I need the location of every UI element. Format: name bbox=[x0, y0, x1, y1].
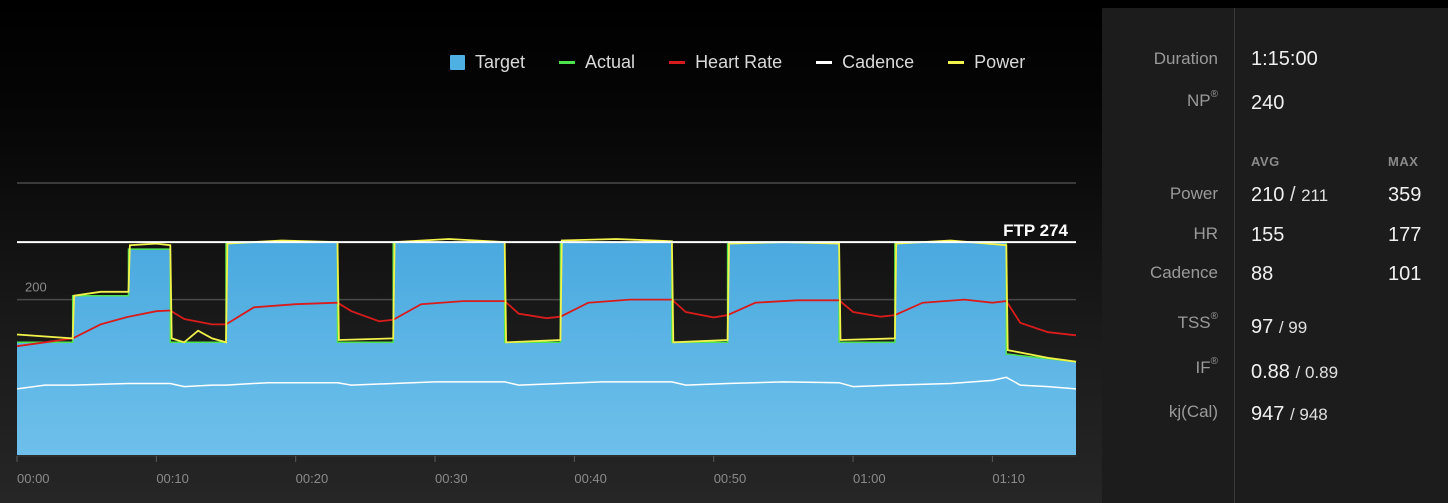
x-tick-label: 00:50 bbox=[714, 471, 747, 486]
np-label-text: NP bbox=[1187, 91, 1211, 110]
avg-column-header: AVG bbox=[1251, 154, 1280, 169]
max-column-header: MAX bbox=[1388, 154, 1419, 169]
if-value: 0.88 / 0.89 bbox=[1251, 361, 1338, 384]
legend-label-heart-rate: Heart Rate bbox=[695, 52, 783, 72]
kj-value: 947 / 948 bbox=[1251, 403, 1328, 426]
cadence-max: 101 bbox=[1388, 263, 1422, 285]
y-tick-label: 200 bbox=[25, 280, 47, 295]
heart-rate-line bbox=[16, 298, 1077, 348]
if-value-secondary: / 0.89 bbox=[1295, 363, 1339, 382]
heart-rate-swatch-icon bbox=[669, 61, 686, 64]
if-value-main: 0.88 bbox=[1251, 361, 1290, 383]
kj-value-main: 947 bbox=[1251, 403, 1285, 425]
x-tick-label: 00:10 bbox=[156, 471, 189, 486]
tss-label-text: TSS bbox=[1177, 313, 1211, 332]
workout-chart-panel: 200 FTP 274 00:00 00:10 00:20 00:30 00:40 00:50… bbox=[16, 52, 1077, 486]
legend-item-target[interactable]: Target bbox=[450, 52, 525, 73]
chart-legend: Target Actual Heart Rate Cadence Power bbox=[450, 52, 1025, 73]
duration-value: 1:15:00 bbox=[1251, 48, 1318, 70]
np-label: NP® bbox=[1187, 89, 1218, 111]
cadence-avg: 88 bbox=[1251, 263, 1274, 285]
legend-label-target: Target bbox=[475, 52, 526, 72]
legend-item-cadence[interactable]: Cadence bbox=[816, 52, 914, 73]
legend-label-cadence: Cadence bbox=[842, 52, 915, 72]
if-label: IF® bbox=[1195, 356, 1218, 378]
hr-avg: 155 bbox=[1251, 224, 1285, 246]
target-area bbox=[17, 242, 1076, 455]
legend-item-heart-rate[interactable]: Heart Rate bbox=[669, 52, 782, 73]
workout-chart: 200 FTP 274 00:00 00:10 00:20 00:30 00:40 00:50… bbox=[16, 182, 1077, 486]
hr-max: 177 bbox=[1388, 224, 1422, 246]
target-swatch-icon bbox=[450, 55, 465, 70]
power-max: 359 bbox=[1388, 184, 1422, 206]
stats-divider bbox=[1234, 8, 1235, 503]
if-label-text: IF bbox=[1195, 358, 1211, 377]
x-tick-label: 00:00 bbox=[17, 471, 50, 486]
stats-panel: Duration 1:15:00 NP® 240 AVG MAX Power 2… bbox=[1102, 8, 1448, 503]
legend-item-actual[interactable]: Actual bbox=[559, 52, 635, 73]
hr-label: HR bbox=[1193, 224, 1218, 243]
x-tick-label: 00:40 bbox=[574, 471, 607, 486]
tss-value-main: 97 bbox=[1251, 316, 1274, 338]
if-mark: ® bbox=[1210, 356, 1218, 367]
tss-value-secondary: / 99 bbox=[1278, 318, 1308, 337]
duration-label: Duration bbox=[1153, 49, 1218, 68]
np-value: 240 bbox=[1251, 92, 1285, 114]
legend-label-power: Power bbox=[974, 52, 1026, 72]
power-avg: 210 / 211 bbox=[1251, 184, 1328, 207]
legend-label-actual: Actual bbox=[585, 52, 636, 72]
cadence-line bbox=[16, 376, 1077, 390]
tss-label: TSS® bbox=[1177, 311, 1218, 333]
kj-value-secondary: / 948 bbox=[1289, 405, 1328, 424]
power-avg-secondary: 211 bbox=[1301, 186, 1329, 205]
actual-swatch-icon bbox=[559, 61, 576, 64]
x-tick-label: 00:30 bbox=[435, 471, 468, 486]
x-tick-label: 01:10 bbox=[992, 471, 1025, 486]
power-avg-separator: / bbox=[1289, 184, 1296, 206]
cadence-swatch-icon bbox=[816, 61, 833, 64]
x-tick-label: 01:00 bbox=[853, 471, 886, 486]
tss-value: 97 / 99 bbox=[1251, 316, 1307, 339]
legend-item-power[interactable]: Power bbox=[948, 52, 1025, 73]
power-label: Power bbox=[1169, 184, 1218, 203]
power-line bbox=[16, 238, 1077, 363]
cadence-label: Cadence bbox=[1149, 263, 1218, 282]
ftp-label: FTP 274 bbox=[1003, 221, 1068, 240]
tss-mark: ® bbox=[1210, 311, 1218, 322]
power-swatch-icon bbox=[948, 61, 965, 64]
np-mark: ® bbox=[1210, 89, 1218, 100]
kj-label: kj(Cal) bbox=[1168, 402, 1218, 421]
x-tick-label: 00:20 bbox=[296, 471, 329, 486]
power-avg-value: 210 bbox=[1251, 184, 1285, 206]
